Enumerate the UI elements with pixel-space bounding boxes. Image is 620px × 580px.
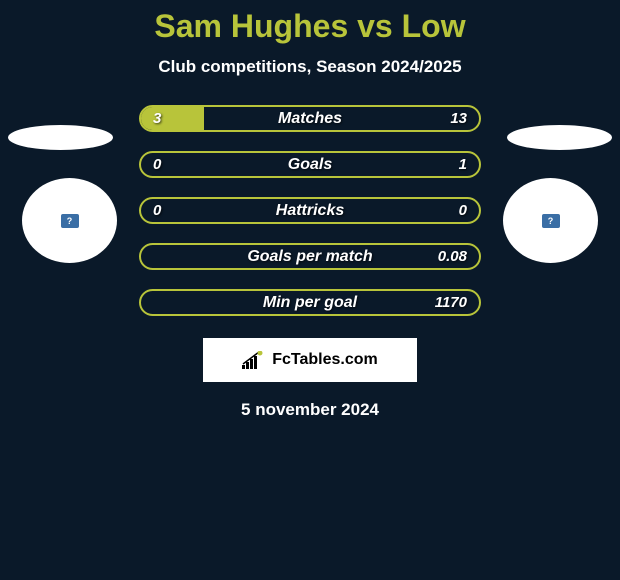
logo-box: FcTables.com (203, 338, 417, 382)
stats-container: 3 Matches 13 0 Goals 1 0 Hattricks 0 Goa… (139, 105, 481, 316)
page-title: Sam Hughes vs Low (154, 8, 465, 45)
stat-row-goals: 0 Goals 1 (139, 151, 481, 178)
team-badge-left (22, 178, 117, 263)
unknown-badge-icon (61, 214, 79, 228)
stat-value-left: 0 (153, 156, 161, 173)
stat-value-left: 0 (153, 202, 161, 219)
stat-label: Goals per match (247, 248, 372, 266)
player-avatar-left (8, 125, 113, 150)
stat-row-goals-per-match: Goals per match 0.08 (139, 243, 481, 270)
logo-text: FcTables.com (272, 351, 378, 369)
fctables-logo-icon (242, 351, 266, 369)
stat-value-right: 13 (450, 110, 467, 127)
team-badge-right (503, 178, 598, 263)
stat-label: Matches (278, 110, 342, 128)
stat-value-right: 0.08 (438, 248, 467, 265)
stat-fill-left (141, 107, 204, 130)
stat-label: Hattricks (276, 202, 344, 220)
main-container: Sam Hughes vs Low Club competitions, Sea… (0, 0, 620, 580)
subtitle: Club competitions, Season 2024/2025 (158, 57, 461, 77)
stat-row-min-per-goal: Min per goal 1170 (139, 289, 481, 316)
unknown-badge-icon (542, 214, 560, 228)
stat-row-matches: 3 Matches 13 (139, 105, 481, 132)
stat-label: Goals (288, 156, 332, 174)
stat-value-right: 1 (459, 156, 467, 173)
date-text: 5 november 2024 (241, 400, 379, 420)
stat-label: Min per goal (263, 294, 357, 312)
stat-value-right: 0 (459, 202, 467, 219)
stat-row-hattricks: 0 Hattricks 0 (139, 197, 481, 224)
stat-value-right: 1170 (435, 294, 467, 311)
stat-value-left: 3 (153, 110, 161, 127)
player-avatar-right (507, 125, 612, 150)
